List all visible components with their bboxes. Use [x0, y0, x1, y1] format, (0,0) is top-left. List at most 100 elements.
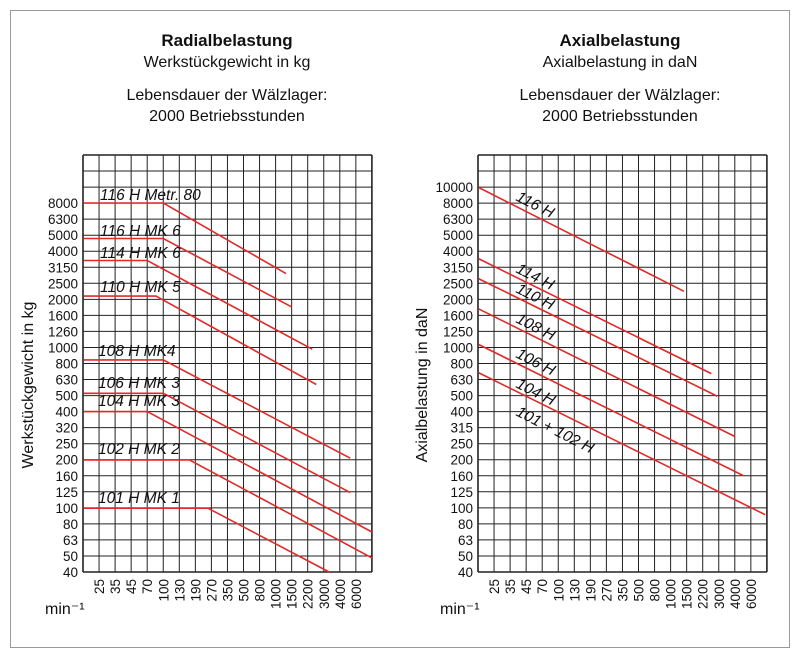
series-label: 104 H MK 3	[98, 393, 180, 410]
y-tick-label: 8000	[48, 196, 78, 211]
x-tick-label: 45	[519, 579, 534, 594]
x-tick-label: 35	[108, 579, 123, 594]
series-line	[478, 277, 718, 397]
series-label: 106 H MK 3	[98, 375, 180, 392]
x-tick-label: 270	[599, 579, 614, 602]
x-tick-label: 1500	[285, 579, 300, 609]
series-label: 116 H	[513, 188, 557, 222]
series-line	[478, 308, 736, 438]
y-tick-label: 6300	[48, 212, 78, 227]
x-tick-label: 100	[551, 579, 566, 602]
y-tick-label: 800	[55, 357, 78, 372]
x-tick-label: 270	[204, 579, 219, 602]
x-tick-label: 350	[220, 579, 235, 602]
y-tick-label: 2000	[48, 292, 78, 307]
series-label: 106 H	[513, 345, 558, 379]
x-tick-label: 25	[487, 579, 502, 594]
frame-border	[10, 10, 790, 648]
x-tick-label: 130	[567, 579, 582, 602]
series-label: 102 H MK 2	[98, 441, 180, 458]
y-tick-label: 250	[450, 437, 473, 452]
x-tick-label: 6000	[349, 579, 364, 609]
series-label: 116 H MK 6	[100, 223, 181, 240]
series-label: 101 H MK 1	[98, 490, 180, 507]
y-tick-label: 4000	[48, 244, 78, 259]
y-tick-label: 500	[55, 389, 78, 404]
x-tick-label: 70	[535, 579, 550, 594]
y-tick-label: 250	[55, 437, 78, 452]
y-tick-label: 315	[450, 421, 473, 436]
y-tick-label: 63	[63, 533, 78, 548]
right-y-axis-label: Axialbelastung in daN	[414, 308, 431, 463]
y-tick-label: 125	[55, 485, 78, 500]
left-y-axis-label: Werkstückgewicht in kg	[20, 302, 37, 469]
x-tick-label: 3000	[317, 579, 332, 609]
x-tick-label: 130	[172, 579, 187, 602]
y-tick-label: 200	[55, 453, 78, 468]
x-tick-label: 25	[92, 579, 107, 594]
x-tick-label: 35	[503, 579, 518, 594]
x-tick-label: 6000	[744, 579, 759, 609]
right-note-1: Lebensdauer der Wälzlager:	[519, 87, 720, 104]
y-tick-label: 6300	[443, 212, 473, 227]
right-x-axis-label: min⁻¹	[440, 601, 480, 618]
y-tick-label: 10000	[435, 180, 473, 195]
left-x-axis-label: min⁻¹	[45, 601, 85, 618]
y-tick-label: 1000	[48, 340, 78, 355]
x-tick-label: 100	[156, 579, 171, 602]
y-tick-label: 50	[63, 549, 78, 564]
x-tick-label: 500	[237, 579, 252, 602]
y-tick-label: 160	[450, 469, 473, 484]
x-tick-label: 500	[632, 579, 647, 602]
series-line	[478, 371, 766, 516]
series-line	[83, 295, 317, 386]
y-tick-label: 800	[450, 357, 473, 372]
x-tick-label: 1000	[664, 579, 679, 609]
x-tick-label: 4000	[333, 579, 348, 609]
y-tick-label: 2000	[443, 292, 473, 307]
y-tick-label: 5000	[48, 228, 78, 243]
y-tick-label: 630	[450, 373, 473, 388]
y-tick-label: 4000	[443, 244, 473, 259]
series-label: 110 H MK 5	[100, 279, 181, 296]
series-line	[83, 237, 292, 308]
series-line	[83, 202, 287, 275]
series-line	[83, 507, 330, 573]
left-subtitle: Werkstückgewicht in kg	[144, 54, 311, 71]
x-tick-label: 4000	[728, 579, 743, 609]
y-tick-label: 80	[63, 517, 78, 532]
series-line	[83, 459, 373, 559]
y-tick-label: 40	[458, 565, 473, 580]
right-plot: 4050638010012516020025031540050063080010…	[435, 154, 768, 609]
y-tick-label: 100	[450, 501, 473, 516]
y-tick-label: 1250	[443, 324, 473, 339]
y-tick-label: 80	[458, 517, 473, 532]
x-tick-label: 1000	[269, 579, 284, 609]
x-tick-label: 70	[140, 579, 155, 594]
series-label: 116 H Metr. 80	[100, 187, 201, 204]
right-title: Axialbelastung	[560, 31, 681, 50]
series-label: 114 H MK 6	[100, 245, 181, 262]
left-title: Radialbelastung	[161, 31, 292, 50]
x-tick-label: 2200	[696, 579, 711, 609]
series-line	[83, 259, 313, 350]
y-tick-label: 1600	[443, 308, 473, 323]
y-tick-label: 1000	[443, 340, 473, 355]
series-line	[478, 186, 685, 293]
x-tick-label: 800	[648, 579, 663, 602]
series-line	[83, 359, 351, 459]
left-plot: 4050638010012516020025032040050063080010…	[48, 154, 373, 609]
y-tick-label: 400	[55, 405, 78, 420]
y-tick-label: 2500	[48, 276, 78, 291]
y-tick-label: 500	[450, 389, 473, 404]
left-note-2: 2000 Betriebsstunden	[149, 108, 305, 125]
y-tick-label: 5000	[443, 228, 473, 243]
y-tick-label: 8000	[443, 196, 473, 211]
x-tick-label: 2200	[301, 579, 316, 609]
series-line	[478, 257, 712, 375]
y-tick-label: 1260	[48, 324, 78, 339]
y-tick-label: 630	[55, 373, 78, 388]
series-line	[478, 343, 744, 477]
y-tick-label: 2500	[443, 276, 473, 291]
